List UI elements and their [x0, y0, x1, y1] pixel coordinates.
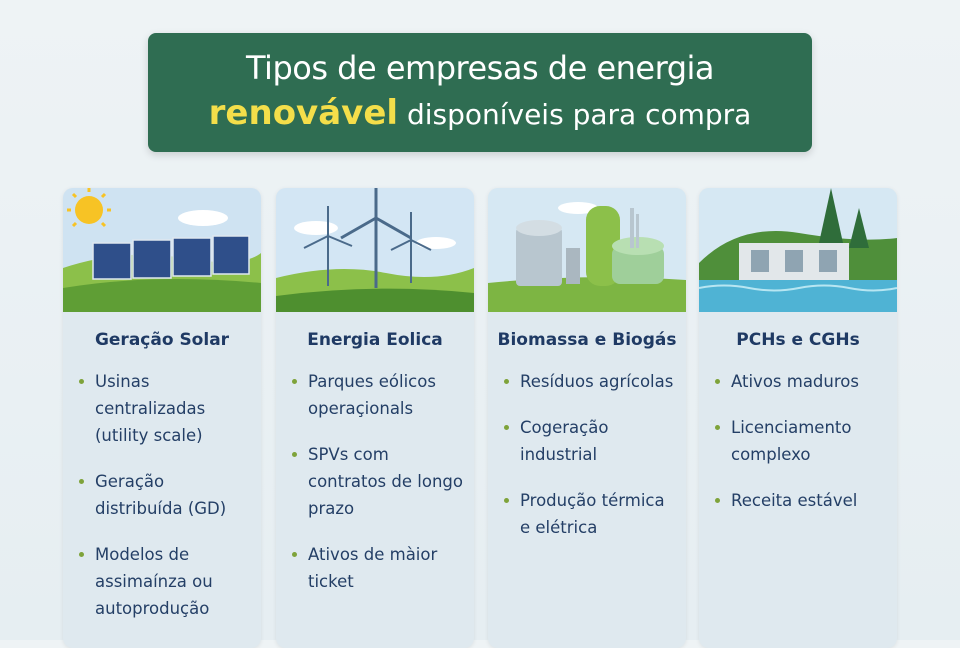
wind-turbines-illustration: [276, 188, 474, 312]
title-line-1: Tipos de empresas de energia: [245, 49, 715, 87]
list-item: Resíduos agrícolas: [502, 368, 678, 395]
card-wind: Energia Eolica Parques eólicos operaçion…: [276, 188, 474, 648]
title-line-2-rest: disponíveis para compra: [406, 98, 752, 131]
card-title: PCHs e CGHs: [736, 330, 860, 350]
list-item: Parques eólicos operaçionals: [290, 368, 466, 422]
list-item: Licenciamento complexo: [713, 414, 889, 468]
list-item: Cogeração industrial: [502, 414, 678, 468]
list-item: SPVs com contratos de longo prazo: [290, 441, 466, 522]
card-title: Energia Eolica: [307, 330, 443, 350]
hydro-dam-illustration: [699, 188, 897, 312]
list-item: Usinas centralizadas (utility scale): [77, 368, 253, 449]
card-biomass: Biomassa e Biogás Resíduos agrícolas Cog…: [488, 188, 686, 648]
card-title: Biomassa e Biogás: [497, 330, 677, 350]
card-hydro: PCHs e CGHs Ativos maduros Licenciamento…: [699, 188, 897, 648]
biogas-plant-illustration: [488, 188, 686, 312]
list-item: Ativos maduros: [713, 368, 889, 395]
title-line-2: renovável disponíveis para compra: [148, 93, 812, 133]
list-item: Ativos de màior ticket: [290, 541, 466, 595]
list-item: Produção térmica e elétrica: [502, 487, 678, 541]
title-banner: Tipos de empresas de energia renovável d…: [148, 33, 812, 152]
list-item: Geração distribuída (GD): [77, 468, 253, 522]
card-solar: Geração Solar Usinas centralizadas (util…: [63, 188, 261, 648]
list-item: Modelos de assimaínza ou autoprodução: [77, 541, 253, 622]
title-highlight: renovável: [208, 93, 399, 133]
card-title: Geração Solar: [94, 330, 230, 350]
solar-panels-illustration: [63, 188, 261, 312]
list-item: Receita estável: [713, 487, 889, 514]
